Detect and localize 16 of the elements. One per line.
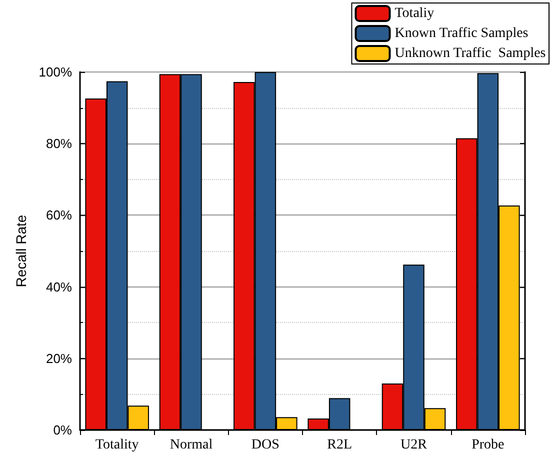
y-tick-label: 40%: [46, 279, 72, 294]
legend-label: Unknown Traffic Samples: [394, 46, 546, 61]
y-tick-label: 100%: [38, 64, 72, 80]
x-tick-label: Totality: [95, 438, 139, 452]
x-tick-label: DOS: [251, 438, 280, 452]
x-tick-label: U2R: [400, 438, 428, 452]
x-tick-label: Normal: [170, 438, 213, 452]
legend-label: Known Traffic Samples: [394, 26, 528, 41]
x-tick-label: R2L: [327, 438, 352, 452]
y-tick-label: 0%: [53, 422, 72, 438]
y-axis-title: Recall Rate: [12, 214, 29, 288]
legend-label: Totaliy: [394, 6, 434, 21]
y-tick-label: 80%: [46, 136, 72, 152]
y-tick-label: 20%: [46, 350, 72, 366]
y-tick-label: 60%: [46, 208, 72, 223]
x-tick-label: Probe: [472, 438, 504, 452]
